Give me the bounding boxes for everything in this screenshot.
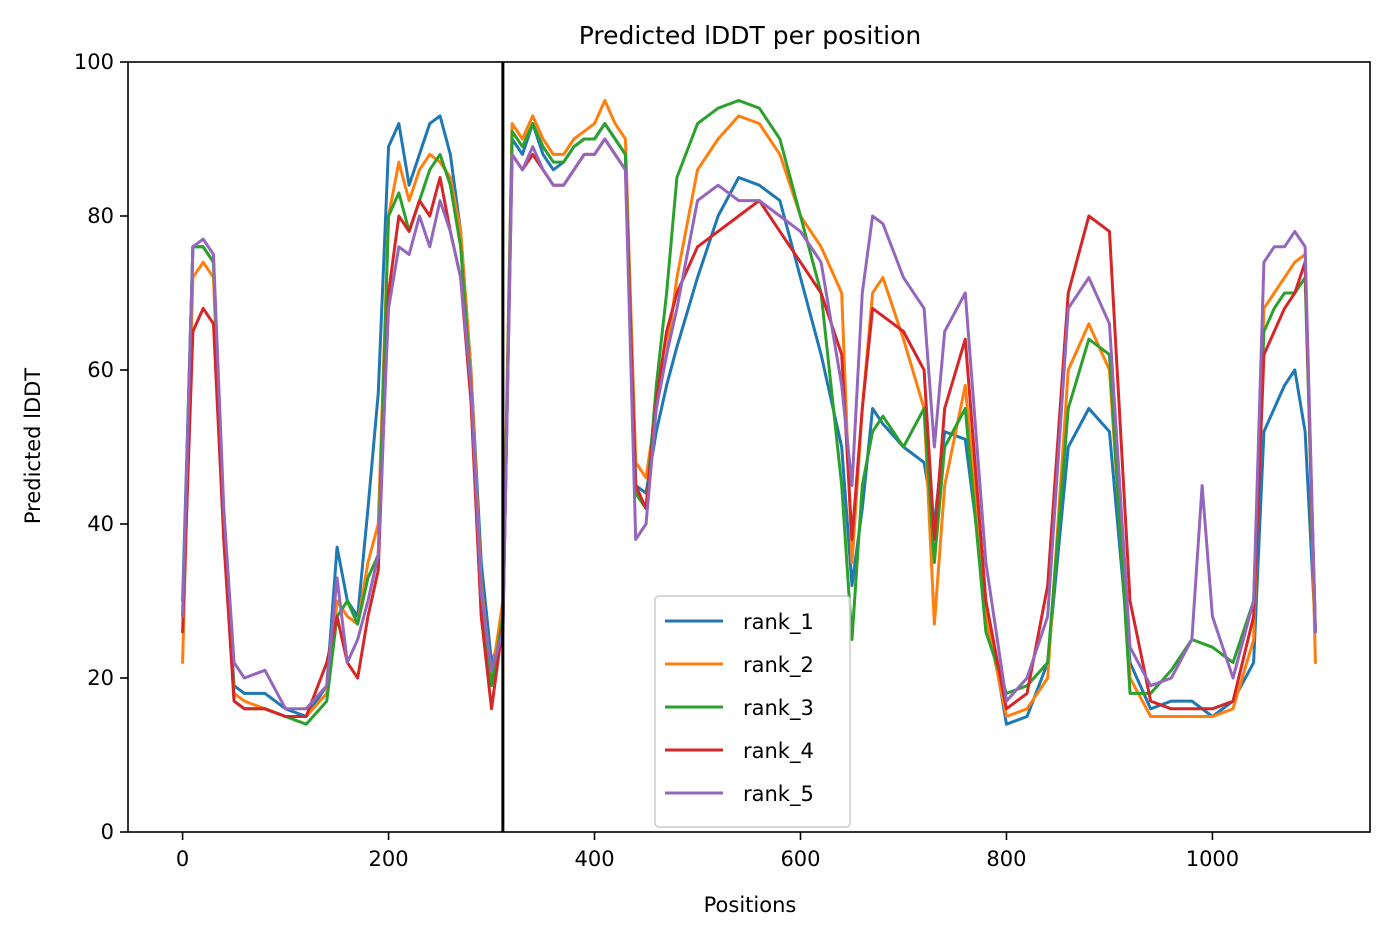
legend-box <box>654 595 851 828</box>
series-line-rank_4 <box>181 137 1317 718</box>
legend-label-rank_3: rank_3 <box>743 696 814 721</box>
series-line-rank_1 <box>181 114 1317 726</box>
legend-label-rank_5: rank_5 <box>743 782 814 807</box>
legend-label-rank_4: rank_4 <box>743 739 814 764</box>
plot-area-frame <box>127 61 1371 833</box>
y-axis-title: Predicted lDDT <box>21 368 45 524</box>
x-tick-label: 1000 <box>1186 847 1239 871</box>
legend-label-rank_2: rank_2 <box>743 653 814 678</box>
x-tick-label: 800 <box>986 847 1026 871</box>
x-tick-label: 400 <box>574 847 614 871</box>
x-axis-title: Positions <box>704 893 797 917</box>
y-tick-label: 40 <box>87 512 114 536</box>
x-tick-label: 200 <box>369 847 409 871</box>
chart-title: Predicted lDDT per position <box>579 21 921 50</box>
series-line-rank_5 <box>181 137 1317 711</box>
x-axis: 0 200 400 600 800 1000 <box>176 832 1239 871</box>
series-layer <box>181 99 1317 726</box>
legend: rank_1 rank_2 rank_3 rank_4 rank_5 <box>654 595 851 828</box>
y-tick-label: 80 <box>87 204 114 228</box>
y-tick-label: 20 <box>87 666 114 690</box>
y-tick-label: 100 <box>74 50 114 74</box>
series-line-rank_3 <box>181 99 1317 726</box>
y-tick-label: 0 <box>101 820 114 844</box>
x-tick-label: 0 <box>176 847 189 871</box>
y-tick-label: 60 <box>87 358 114 382</box>
y-axis: 0 20 40 60 80 100 <box>74 50 128 844</box>
legend-label-rank_1: rank_1 <box>743 610 814 635</box>
x-tick-label: 600 <box>780 847 820 871</box>
